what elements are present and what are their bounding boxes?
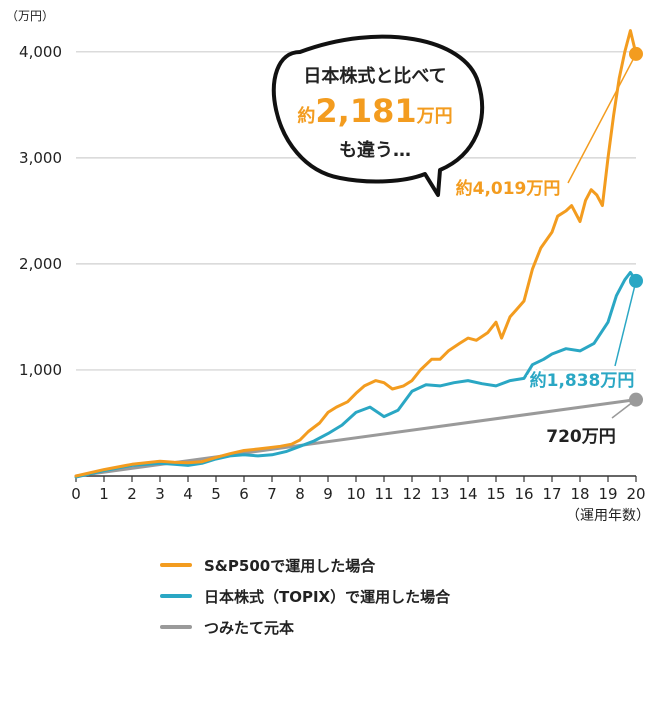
series-principal-end-marker <box>629 392 643 407</box>
x-tick-label: 4 <box>183 485 193 503</box>
callout-suffix: 万円 <box>416 106 453 127</box>
x-tick-label: 9 <box>323 485 333 503</box>
legend-item-principal: つみたて元本 <box>160 612 450 642</box>
series-principal-end-label: 720万円 <box>546 427 616 447</box>
callout-amount: 2,181 <box>315 92 416 130</box>
legend: S&P500で運用した場合 日本株式（TOPIX）で運用した場合 つみたて元本 <box>160 550 450 643</box>
x-tick-label: 7 <box>267 485 277 503</box>
x-tick-label: 14 <box>458 485 477 503</box>
x-tick-label: 13 <box>430 485 449 503</box>
y-axis-unit: （万円） <box>6 9 54 23</box>
x-tick-label: 18 <box>570 485 589 503</box>
callout-amount-line: 約2,181万円 <box>297 92 452 130</box>
callout-prefix: 約 <box>297 105 315 127</box>
series-sp500-end-label: 約4,019万円 <box>456 178 561 199</box>
series-topix-end-label: 約1,838万円 <box>530 370 635 391</box>
x-tick-label: 8 <box>295 485 305 503</box>
legend-swatch-principal <box>160 625 192 629</box>
series-topix-leader-line <box>614 280 637 367</box>
x-tick-label: 17 <box>542 485 561 503</box>
series-topix-end-marker <box>629 273 643 288</box>
y-tick-label: 4,000 <box>19 43 62 61</box>
y-tick-label: 3,000 <box>19 149 62 167</box>
x-tick-label: 19 <box>598 485 617 503</box>
x-tick-label: 2 <box>127 485 137 503</box>
x-axis-unit: （運用年数） <box>566 508 650 524</box>
series-sp500-line <box>74 29 638 478</box>
x-tick-label: 16 <box>514 485 533 503</box>
x-tick-label: 3 <box>155 485 165 503</box>
callout-line3: も違う… <box>339 139 411 161</box>
legend-label-principal: つみたて元本 <box>204 618 295 637</box>
series-sp500-end-marker <box>629 46 643 61</box>
x-tick-label: 12 <box>402 485 421 503</box>
series-sp500-leader-line <box>567 53 637 184</box>
y-tick-label: 1,000 <box>19 361 62 379</box>
callout-line1: 日本株式と比べて <box>303 65 446 87</box>
legend-swatch-sp500 <box>160 563 192 567</box>
legend-swatch-topix <box>160 594 192 598</box>
x-tick-label: 11 <box>374 485 393 503</box>
legend-item-sp500: S&P500で運用した場合 <box>160 550 450 580</box>
legend-label-topix: 日本株式（TOPIX）で運用した場合 <box>204 587 451 606</box>
x-tick-label: 20 <box>626 485 645 503</box>
series-topix-line <box>74 270 638 479</box>
x-tick-label: 5 <box>211 485 221 503</box>
x-tick-label: 0 <box>71 485 81 503</box>
series-lines <box>74 29 638 479</box>
speech-bubble-shape <box>271 34 484 197</box>
legend-label-sp500: S&P500で運用した場合 <box>204 556 376 575</box>
y-tick-label: 2,000 <box>19 255 62 273</box>
x-tick-label: 6 <box>239 485 249 503</box>
speech-bubble-callout: 日本株式と比べて約2,181万円も違う… <box>271 34 484 197</box>
x-tick-label: 10 <box>346 485 365 503</box>
legend-item-topix: 日本株式（TOPIX）で運用した場合 <box>160 581 450 611</box>
x-tick-label: 15 <box>486 485 505 503</box>
x-tick-label: 1 <box>99 485 109 503</box>
